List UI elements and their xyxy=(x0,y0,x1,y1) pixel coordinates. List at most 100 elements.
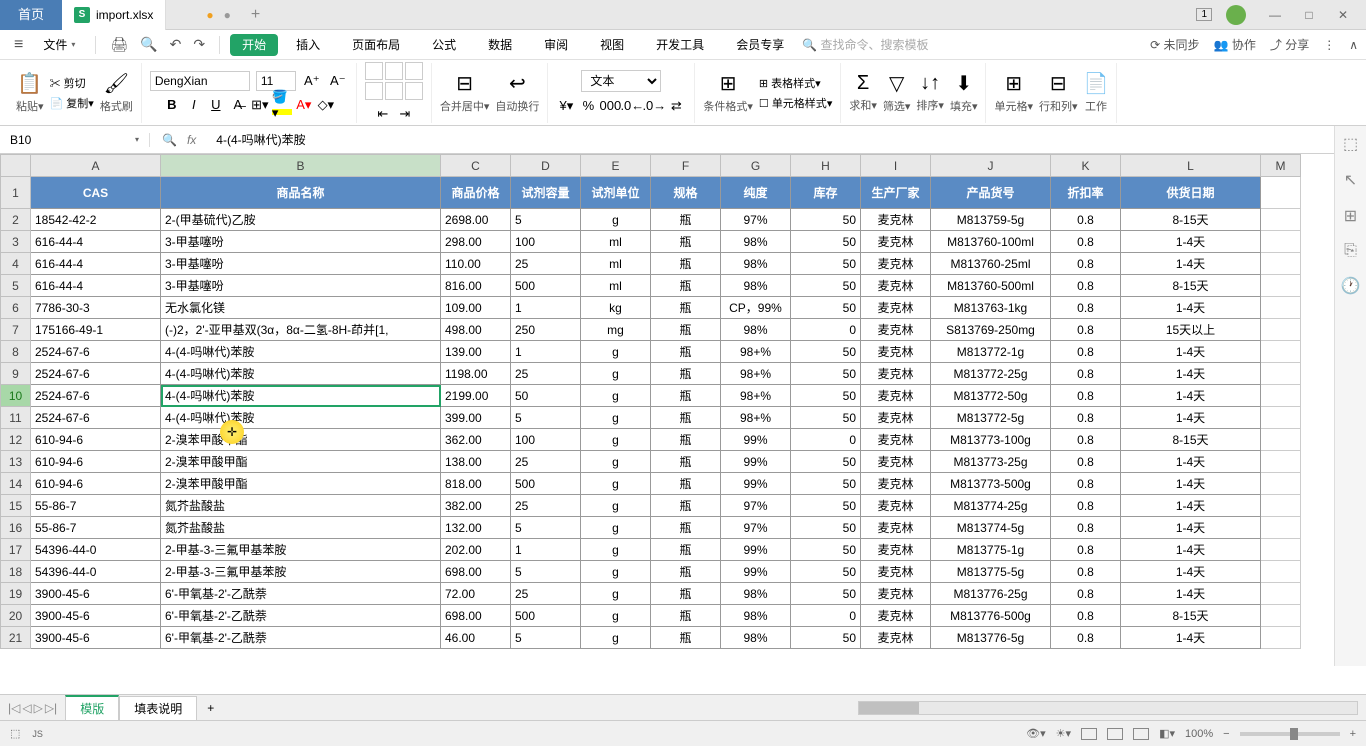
cell-C21[interactable]: 46.00 xyxy=(441,627,511,649)
cell-E5[interactable]: ml xyxy=(581,275,651,297)
cell-E11[interactable]: g xyxy=(581,407,651,429)
cell-K5[interactable]: 0.8 xyxy=(1051,275,1121,297)
reader-icon[interactable]: ◧▾ xyxy=(1159,727,1175,740)
cell-G10[interactable]: 98+% xyxy=(721,385,791,407)
cell-I20[interactable]: 麦克林 xyxy=(861,605,931,627)
zoom-slider[interactable] xyxy=(1240,732,1340,736)
cell-J21[interactable]: M813776-5g xyxy=(931,627,1051,649)
cell-H20[interactable]: 0 xyxy=(791,605,861,627)
row-header-2[interactable]: 2 xyxy=(1,209,31,231)
cell-H16[interactable]: 50 xyxy=(791,517,861,539)
cell-E9[interactable]: g xyxy=(581,363,651,385)
tab-first-icon[interactable]: |◁ xyxy=(8,701,20,715)
cell-G13[interactable]: 99% xyxy=(721,451,791,473)
cells-button[interactable]: ⊞单元格▾ xyxy=(994,71,1033,114)
tab-vip[interactable]: 会员专享 xyxy=(722,30,798,60)
cell-A17[interactable]: 54396-44-0 xyxy=(31,539,161,561)
cell-L18[interactable]: 1-4天 xyxy=(1121,561,1261,583)
cell-G2[interactable]: 97% xyxy=(721,209,791,231)
cell-L3[interactable]: 1-4天 xyxy=(1121,231,1261,253)
cell-E13[interactable]: g xyxy=(581,451,651,473)
cell-I8[interactable]: 麦克林 xyxy=(861,341,931,363)
header-cell[interactable]: 供货日期 xyxy=(1121,177,1261,209)
cell-B8[interactable]: 4-(4-吗啉代)苯胺 xyxy=(161,341,441,363)
tab-review[interactable]: 审阅 xyxy=(530,30,582,60)
rowcol-button[interactable]: ⊟行和列▾ xyxy=(1039,71,1078,114)
header-cell[interactable]: CAS xyxy=(31,177,161,209)
unsync-button[interactable]: ⟳ 未同步 xyxy=(1150,36,1199,53)
dec-dec-icon[interactable]: .0→ xyxy=(644,96,664,116)
cell-D4[interactable]: 25 xyxy=(511,253,581,275)
cell-G18[interactable]: 99% xyxy=(721,561,791,583)
col-header-D[interactable]: D xyxy=(511,155,581,177)
view-break-icon[interactable] xyxy=(1133,728,1149,740)
sidebar-clock-icon[interactable]: 🕐 xyxy=(1341,276,1361,296)
cell-L6[interactable]: 1-4天 xyxy=(1121,297,1261,319)
cell-C13[interactable]: 138.00 xyxy=(441,451,511,473)
strike-icon[interactable]: A̶ xyxy=(228,95,248,115)
cell-L15[interactable]: 1-4天 xyxy=(1121,495,1261,517)
cell-A20[interactable]: 3900-45-6 xyxy=(31,605,161,627)
cell-D3[interactable]: 100 xyxy=(511,231,581,253)
cell-F16[interactable]: 瓶 xyxy=(651,517,721,539)
cell-C10[interactable]: 2199.00 xyxy=(441,385,511,407)
preview-icon[interactable]: 🔍 xyxy=(136,36,161,53)
save-icon[interactable]: 🖨 xyxy=(106,36,132,53)
cell-D17[interactable]: 1 xyxy=(511,539,581,561)
cell-C7[interactable]: 498.00 xyxy=(441,319,511,341)
cell-J6[interactable]: M813763-1kg xyxy=(931,297,1051,319)
cell-K8[interactable]: 0.8 xyxy=(1051,341,1121,363)
cell-F8[interactable]: 瓶 xyxy=(651,341,721,363)
cell-C12[interactable]: 362.00 xyxy=(441,429,511,451)
font-color-icon[interactable]: A▾ xyxy=(294,95,314,115)
cell-C8[interactable]: 139.00 xyxy=(441,341,511,363)
file-menu[interactable]: 文件 ▾ xyxy=(33,36,85,53)
app-menu-icon[interactable]: ≡ xyxy=(8,36,29,54)
cell-A9[interactable]: 2524-67-6 xyxy=(31,363,161,385)
cell-G3[interactable]: 98% xyxy=(721,231,791,253)
cell-J14[interactable]: M813773-500g xyxy=(931,473,1051,495)
cond-format-button[interactable]: ⊞条件格式▾ xyxy=(703,71,753,114)
cell-H21[interactable]: 50 xyxy=(791,627,861,649)
cell-K13[interactable]: 0.8 xyxy=(1051,451,1121,473)
cell-F13[interactable]: 瓶 xyxy=(651,451,721,473)
copy-button[interactable]: 📄 复制▾ xyxy=(50,95,94,111)
cell-E10[interactable]: g xyxy=(581,385,651,407)
cell-D19[interactable]: 25 xyxy=(511,583,581,605)
cell-A15[interactable]: 55-86-7 xyxy=(31,495,161,517)
cell-F6[interactable]: 瓶 xyxy=(651,297,721,319)
cell-C9[interactable]: 1198.00 xyxy=(441,363,511,385)
border-icon[interactable]: ⊞▾ xyxy=(250,95,270,115)
row-header-8[interactable]: 8 xyxy=(1,341,31,363)
cell-F12[interactable]: 瓶 xyxy=(651,429,721,451)
cell-J12[interactable]: M813773-100g xyxy=(931,429,1051,451)
cell-D12[interactable]: 100 xyxy=(511,429,581,451)
cell-F9[interactable]: 瓶 xyxy=(651,363,721,385)
tab-insert[interactable]: 插入 xyxy=(282,30,334,60)
row-header-15[interactable]: 15 xyxy=(1,495,31,517)
inc-font-icon[interactable]: A⁺ xyxy=(302,71,322,91)
font-select[interactable] xyxy=(150,71,250,91)
cell-K20[interactable]: 0.8 xyxy=(1051,605,1121,627)
italic-icon[interactable]: I xyxy=(184,95,204,115)
cell-D13[interactable]: 25 xyxy=(511,451,581,473)
cell-C11[interactable]: 399.00 xyxy=(441,407,511,429)
cell-J5[interactable]: M813760-500ml xyxy=(931,275,1051,297)
cell-J10[interactable]: M813772-50g xyxy=(931,385,1051,407)
row-header-17[interactable]: 17 xyxy=(1,539,31,561)
cell-F21[interactable]: 瓶 xyxy=(651,627,721,649)
header-cell[interactable]: 商品价格 xyxy=(441,177,511,209)
cell-L12[interactable]: 8-15天 xyxy=(1121,429,1261,451)
cell-F15[interactable]: 瓶 xyxy=(651,495,721,517)
cell-J16[interactable]: M813774-5g xyxy=(931,517,1051,539)
cell-I18[interactable]: 麦克林 xyxy=(861,561,931,583)
cell-L20[interactable]: 8-15天 xyxy=(1121,605,1261,627)
cell-J20[interactable]: M813776-500g xyxy=(931,605,1051,627)
cell-A7[interactable]: 175166-49-1 xyxy=(31,319,161,341)
row-header-7[interactable]: 7 xyxy=(1,319,31,341)
row-header-11[interactable]: 11 xyxy=(1,407,31,429)
zoom-in-icon[interactable]: + xyxy=(1350,728,1356,740)
merge-button[interactable]: ⊟合并居中▾ xyxy=(440,71,490,114)
cell-K10[interactable]: 0.8 xyxy=(1051,385,1121,407)
currency-icon[interactable]: ¥▾ xyxy=(556,96,576,116)
